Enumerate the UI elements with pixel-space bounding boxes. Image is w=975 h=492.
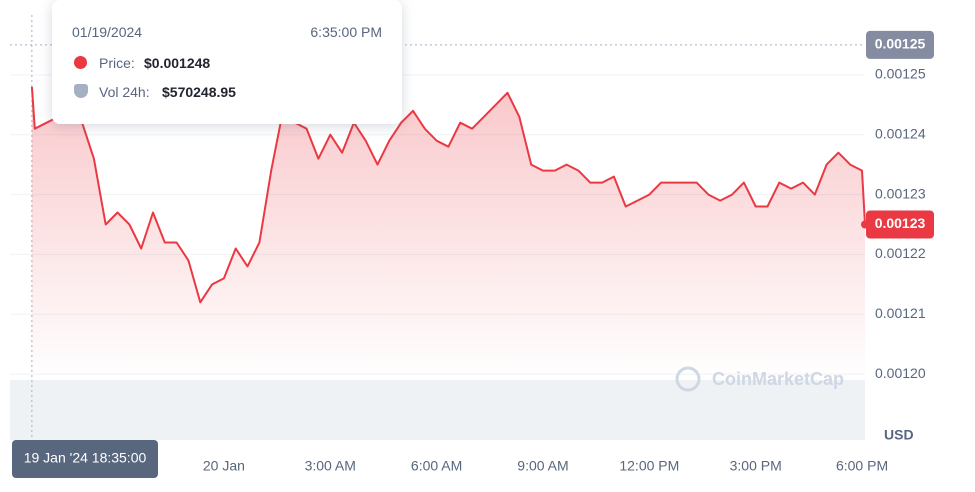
- y-tick-label: 0.00123: [875, 185, 926, 201]
- price-badge-label: 0.00123: [875, 215, 926, 231]
- volume-band: [10, 380, 865, 440]
- volume-value: $570248.95: [162, 84, 236, 100]
- y-tick-label: 0.00124: [875, 125, 926, 141]
- crosshair-label: 19 Jan '24 18:35:00: [24, 450, 147, 466]
- crosshair-badge: [12, 440, 158, 478]
- price-text: $0.001248: [144, 55, 211, 71]
- x-tick-label: 20 Jan: [203, 458, 245, 474]
- tooltip: 01/19/2024 6:35:00 PM Price: $0.001248 V…: [52, 0, 402, 124]
- price-badge: [866, 210, 934, 239]
- price-label: Price:: [99, 55, 135, 71]
- x-tick-label: 3:00 AM: [305, 458, 356, 474]
- y-tick-label: 0.00121: [875, 305, 926, 321]
- watermark-logo: [675, 366, 701, 392]
- price-dot: [74, 56, 87, 69]
- price-line: [30, 86, 866, 304]
- volume-text: $570248.95: [162, 84, 236, 100]
- x-tick-label: 6:00 PM: [836, 458, 888, 474]
- price-area: [31, 86, 865, 381]
- y-tick-label: 0.00122: [875, 245, 926, 261]
- x-tick-label: 9:00 AM: [517, 458, 568, 474]
- y-tick-label: 0.00120: [875, 365, 926, 381]
- x-tick-label: 6:00 AM: [411, 458, 462, 474]
- y-tick-label: 0.00125: [875, 66, 926, 82]
- tooltip-time: 6:35:00 PM: [310, 24, 382, 40]
- reference-badge: [866, 30, 934, 59]
- volume-label: Vol 24h:: [99, 84, 150, 100]
- reference-label: 0.00125: [875, 36, 926, 52]
- x-tick-label: 3:00 PM: [730, 458, 782, 474]
- volume-icon: [74, 84, 88, 98]
- tooltip-date: 01/19/2024: [72, 24, 143, 40]
- watermark: CoinMarketCap: [712, 369, 844, 389]
- y-axis-label: USD: [884, 427, 914, 443]
- x-tick-label: 12:00 PM: [619, 458, 679, 474]
- price-value: $0.001248: [144, 55, 210, 71]
